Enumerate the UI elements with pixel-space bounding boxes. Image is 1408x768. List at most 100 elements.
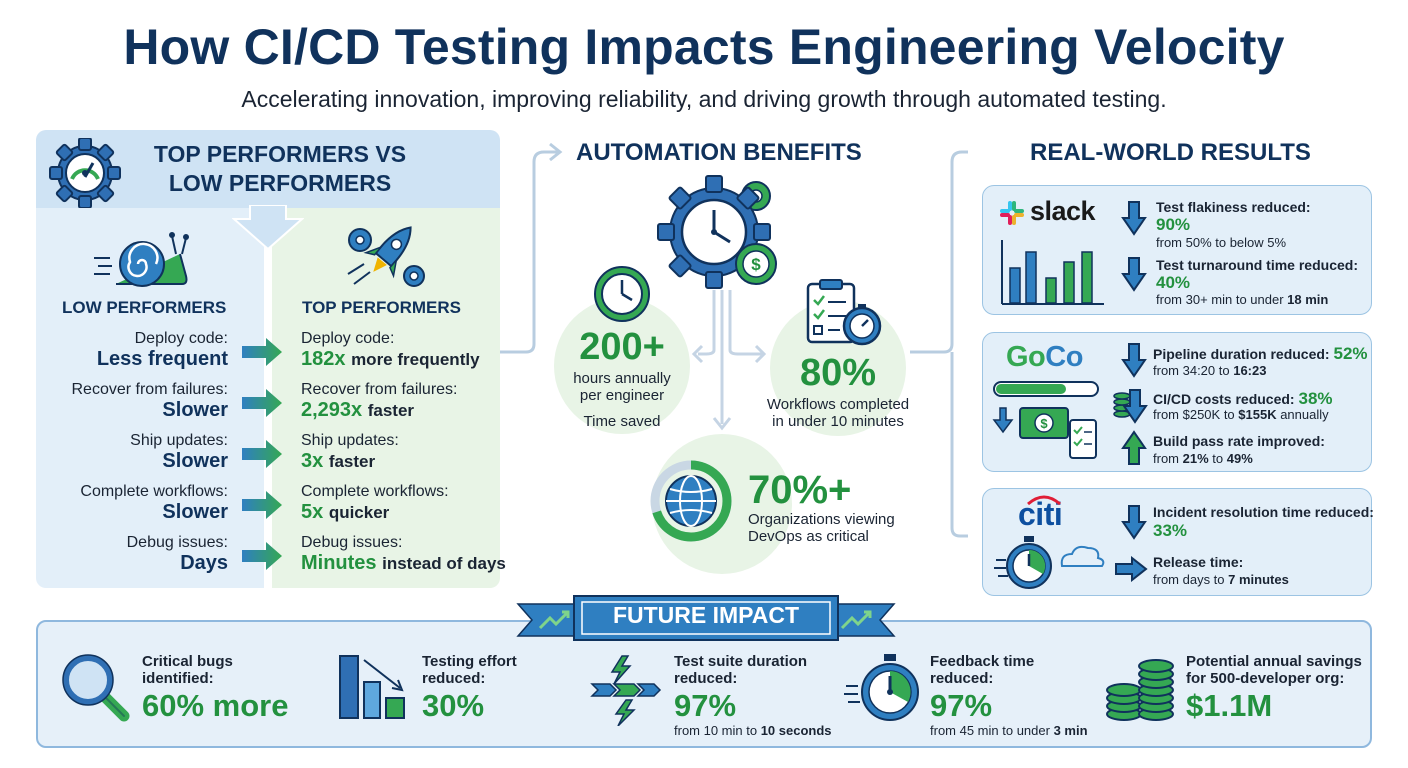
citi-metric2-detail-text: from days to: [1153, 572, 1229, 587]
top-row-ship-number: 3x: [301, 450, 324, 472]
organizations-value: 70%+: [748, 468, 852, 512]
slack-metric2-detail-bold: 18 min: [1287, 292, 1329, 307]
low-row-deploy-value: Less frequent: [96, 348, 228, 370]
slack-metric1-value: 90%: [1156, 215, 1191, 234]
top-row-complete-number: 5x: [301, 501, 324, 523]
top-row-debug-number: Minutes: [301, 552, 377, 574]
goco-logo-co: Co: [1045, 341, 1083, 373]
hours-caption: Time saved: [583, 413, 661, 430]
low-row-deploy-label: Deploy code:: [134, 330, 228, 347]
organizations-label-line2: DevOps as critical: [748, 528, 869, 546]
citi-metric2-detail-bold: 7 minutes: [1228, 572, 1289, 587]
goco-metric3-detail-mid: to: [1208, 451, 1227, 466]
workflows-value: 80%: [799, 352, 877, 394]
citi-arc-icon: [1027, 495, 1061, 506]
top-performers-heading: TOP PERFORMERS: [302, 298, 462, 317]
arrow-icon: [242, 338, 282, 366]
checklist-stopwatch-icon: [806, 279, 882, 346]
future-item-bugs-label-line1: Critical bugs: [142, 653, 233, 670]
future-item-feedback-value: 97%: [930, 688, 993, 723]
future-item-feedback-label-line1: Feedback time: [930, 653, 1035, 670]
goco-metric1-detail-bold: 16:23: [1233, 363, 1267, 378]
future-item-suite-label-line2: reduced:: [674, 670, 738, 688]
future-item-savings-label-line2: for 500-developer org:: [1186, 670, 1345, 688]
clock-gears-icon: $: [657, 175, 777, 289]
goco-metric1-label-text: Pipeline duration reduced:: [1153, 346, 1330, 362]
rocket-gears-icon: [347, 226, 425, 287]
top-row-recover-label: Recover from failures:: [301, 381, 458, 398]
down-arrow-icon: [1121, 505, 1147, 540]
hours-value: 200+: [579, 326, 665, 368]
up-arrow-icon: [1121, 430, 1147, 465]
clock-icon: [594, 266, 650, 322]
right-arrow-icon: [1115, 556, 1148, 582]
future-item-suite-detail: from 10 min to 10 seconds: [674, 723, 832, 738]
arrow-icon: [242, 389, 282, 417]
future-item-feedback-detail-bold: 3 min: [1053, 723, 1088, 738]
comparison-arrows: [242, 338, 282, 570]
slack-metric2-label: Test turnaround time reduced:: [1156, 257, 1358, 273]
top-row-complete-suffix: quicker: [328, 503, 390, 522]
goco-metric2-detail: from $250K to $155K annually: [1153, 407, 1329, 422]
citi-metric2-detail: from days to 7 minutes: [1153, 572, 1289, 587]
goco-metric2-label-text: CI/CD costs reduced:: [1153, 391, 1295, 407]
slack-metric2-value: 40%: [1156, 273, 1191, 292]
organizations-ring-chart: [650, 460, 732, 542]
top-row-debug-value: Minutes instead of days: [301, 552, 521, 575]
citi-logo: citi: [1018, 495, 1063, 533]
stopwatch-icon: [844, 654, 919, 721]
low-row-recover-value: Slower: [162, 399, 228, 421]
goco-metric2-label: CI/CD costs reduced: 38%: [1153, 389, 1333, 409]
top-row-deploy-value: 182x more frequently: [301, 348, 521, 371]
low-row-complete-value: Slower: [162, 501, 228, 523]
future-item-suite-detail-text: from 10 min to: [674, 723, 761, 738]
organizations-label-line1: Organizations viewing: [748, 511, 895, 528]
declining-bars-icon: [339, 655, 405, 719]
low-row-debug-label: Debug issues:: [126, 534, 228, 551]
comparison-title-line2: LOW PERFORMERS: [168, 169, 392, 196]
goco-logo: GoCo: [1006, 341, 1083, 374]
top-row-deploy-label: Deploy code:: [301, 330, 395, 347]
goco-metric3-detail: from 21% to 49%: [1153, 451, 1253, 466]
future-item-effort-value: 30%: [422, 688, 485, 723]
top-row-recover-suffix: faster: [367, 401, 415, 420]
top-row-debug-label: Debug issues:: [301, 534, 403, 551]
top-row-deploy-suffix: more frequently: [351, 350, 480, 369]
organizations-ring-fill: [650, 460, 732, 542]
stopwatch-cloud-icon: [994, 536, 1105, 589]
top-row-ship-label: Ship updates:: [301, 432, 399, 449]
arrow-icon: [242, 542, 282, 570]
comparison-title: TOP PERFORMERS VS LOW PERFORMERS: [130, 140, 430, 198]
slack-metric1-detail: from 50% to below 5%: [1156, 235, 1287, 250]
slack-metric1-label: Test flakiness reduced:: [1156, 199, 1311, 215]
workflows-label-line2: in under 10 minutes: [772, 413, 904, 431]
comparison-title-line1: TOP PERFORMERS VS: [153, 141, 407, 167]
future-item-feedback-label-line2: reduced:: [930, 670, 994, 688]
down-arrow-icon: [1121, 201, 1147, 236]
globe-icon: [665, 475, 717, 527]
future-item-bugs-value: 60% more: [142, 688, 289, 723]
magnifier-icon: [62, 654, 130, 722]
goco-metric1-label: Pipeline duration reduced: 52%: [1153, 344, 1368, 364]
future-item-suite-label-line1: Test suite duration: [674, 653, 808, 670]
down-arrow-icon: [1121, 257, 1147, 292]
down-arrow-icon: [232, 205, 304, 251]
future-item-bugs-label: Critical bugs identified:: [142, 653, 233, 688]
svg-text:$: $: [1040, 416, 1048, 431]
slack-metric2-detail: from 30+ min to under 18 min: [1156, 292, 1328, 307]
hours-label-line2: per engineer: [579, 387, 665, 405]
page-subtitle: Accelerating innovation, improving relia…: [241, 86, 1167, 112]
goco-card: [982, 332, 1372, 472]
time-saved-circle: [554, 298, 690, 434]
future-impact-title: FUTURE IMPACT: [612, 602, 800, 628]
citi-metric1-label: Incident resolution time reduced:: [1153, 504, 1374, 520]
future-item-bugs-label-line2: identified:: [142, 670, 214, 688]
coin-stack-icon: [1106, 659, 1174, 721]
fast-pipeline-icon: [590, 655, 662, 726]
low-row-recover-label: Recover from failures:: [71, 381, 229, 398]
future-item-suite-value: 97%: [674, 688, 737, 723]
top-row-recover-value: 2,293x faster: [301, 399, 521, 422]
svg-text:$: $: [751, 255, 761, 274]
top-performers-column: [272, 208, 500, 588]
automation-heading: AUTOMATION BENEFITS: [576, 139, 862, 166]
